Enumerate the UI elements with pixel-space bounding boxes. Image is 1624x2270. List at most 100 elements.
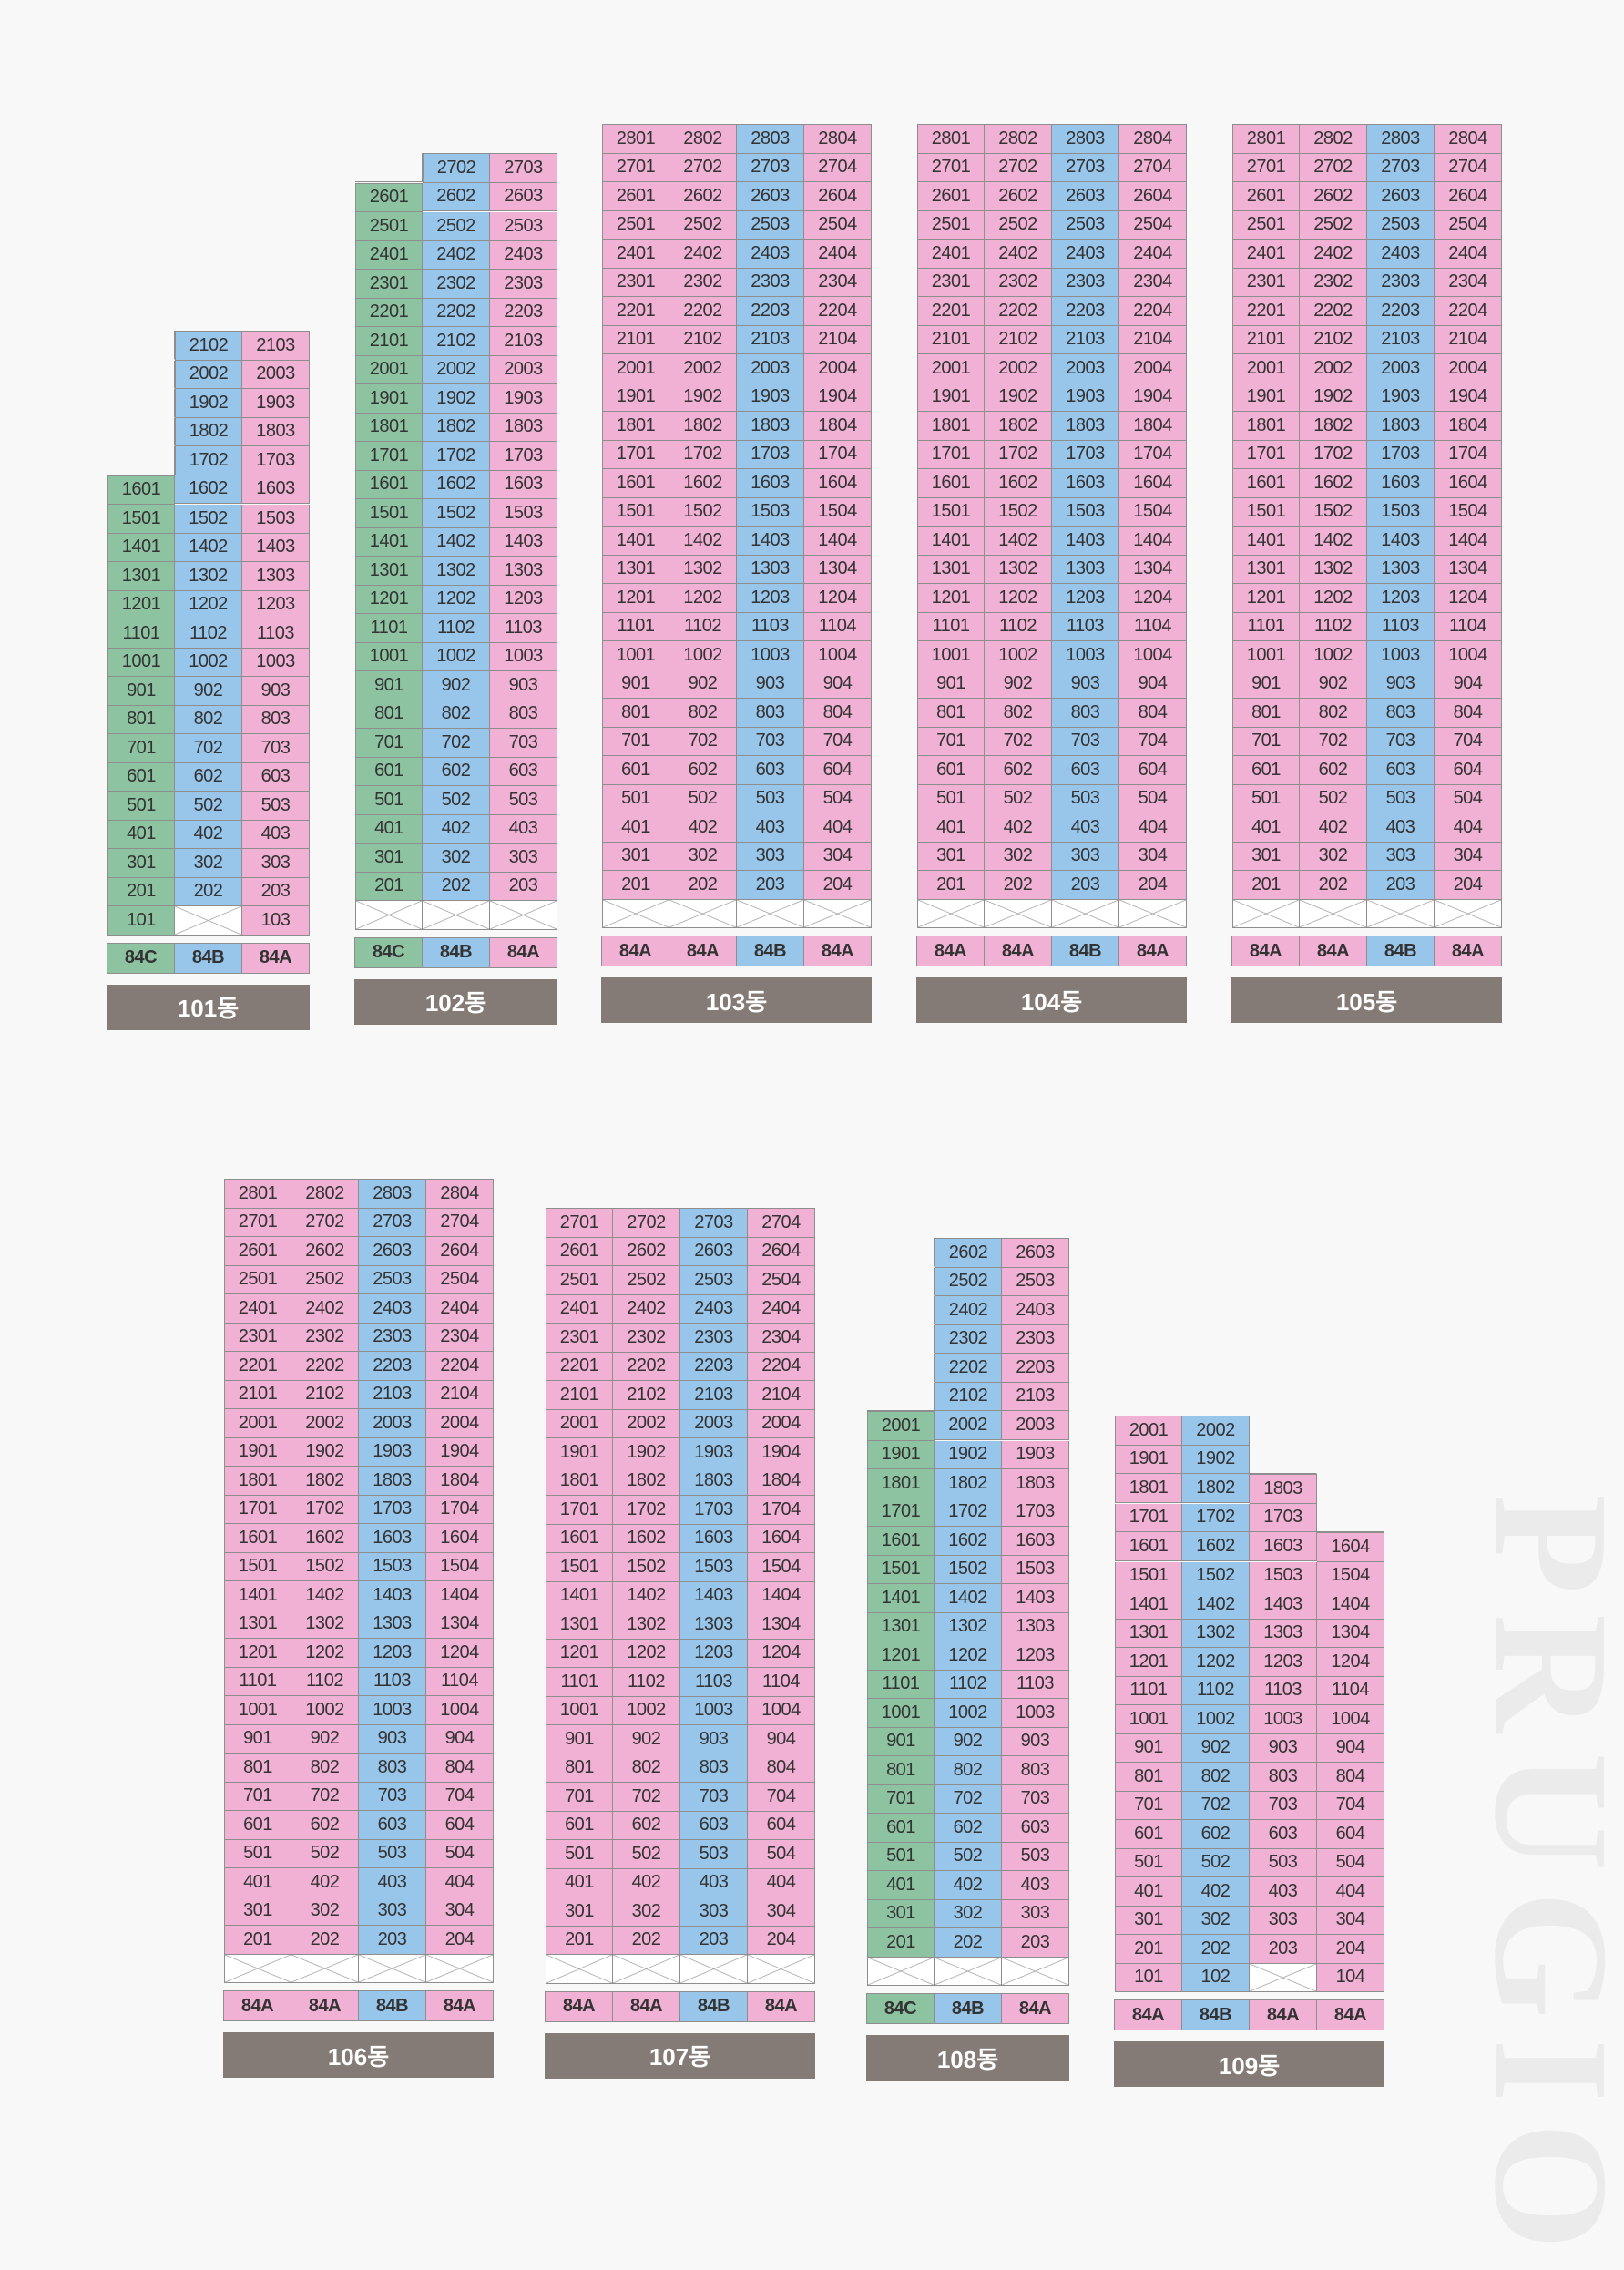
unit-cell: 1602 bbox=[935, 1527, 1002, 1556]
unit-cell: 104 bbox=[1317, 1963, 1384, 1992]
unit-cell: 1802 bbox=[669, 412, 737, 441]
unit-cell: 202 bbox=[613, 1926, 680, 1955]
unit-cell: 2002 bbox=[613, 1409, 680, 1438]
unit-cell: 2603 bbox=[1002, 1238, 1069, 1268]
unit-cell: 1201 bbox=[546, 1639, 613, 1668]
unit-cell: 1101 bbox=[917, 612, 985, 641]
unit-cell: 303 bbox=[1367, 842, 1435, 871]
unit-cell: 2302 bbox=[291, 1323, 359, 1352]
unit-cell: 1404 bbox=[748, 1581, 815, 1610]
unit-cell: 2202 bbox=[985, 297, 1052, 326]
unit-cell: 2402 bbox=[423, 240, 490, 270]
unit-cell: 1101 bbox=[224, 1667, 291, 1696]
unit-cell: 1103 bbox=[1250, 1676, 1317, 1705]
unit-cell: 603 bbox=[1002, 1814, 1069, 1843]
unit-cell: 1602 bbox=[291, 1524, 359, 1553]
unit-cell: 303 bbox=[680, 1897, 748, 1927]
unit-cell: 502 bbox=[669, 784, 737, 813]
unit-cell: 1902 bbox=[423, 384, 490, 414]
unit-cell: 2402 bbox=[985, 240, 1052, 269]
no-unit bbox=[867, 1324, 935, 1354]
unit-cell: 2802 bbox=[985, 124, 1052, 154]
unit-cell: 1002 bbox=[985, 641, 1052, 670]
empty-unit bbox=[737, 899, 804, 928]
unit-cell: 504 bbox=[804, 784, 872, 813]
unit-cell: 601 bbox=[355, 757, 423, 786]
unit-cell: 401 bbox=[224, 1868, 291, 1897]
unit-cell: 2403 bbox=[1002, 1296, 1069, 1325]
unit-cell: 1402 bbox=[613, 1581, 680, 1610]
empty-unit bbox=[1367, 899, 1435, 928]
unit-cell: 1101 bbox=[1232, 612, 1300, 641]
unit-cell: 1903 bbox=[1367, 383, 1435, 412]
unit-grid: 2702 2703 2601 2602 2603 2501 2502 2503 2401 2402… bbox=[354, 152, 557, 930]
unit-cell: 802 bbox=[423, 700, 490, 729]
unit-cell: 2402 bbox=[1300, 240, 1367, 269]
unit-type-badge: 84B bbox=[680, 1991, 748, 2022]
unit-cell: 1003 bbox=[1052, 641, 1119, 670]
unit-type-badge: 84A bbox=[985, 936, 1052, 966]
empty-unit bbox=[291, 1954, 359, 1983]
unit-cell: 1404 bbox=[1317, 1590, 1384, 1620]
unit-cell: 1001 bbox=[546, 1696, 613, 1725]
unit-cell: 2501 bbox=[224, 1265, 291, 1294]
unit-cell: 1301 bbox=[602, 555, 669, 584]
unit-cell: 2702 bbox=[291, 1208, 359, 1237]
unit-cell: 2602 bbox=[423, 182, 490, 211]
unit-cell: 302 bbox=[669, 842, 737, 871]
unit-cell: 904 bbox=[804, 670, 872, 699]
unit-cell: 2203 bbox=[490, 298, 557, 327]
unit-cell: 1902 bbox=[669, 383, 737, 412]
unit-cell: 1001 bbox=[224, 1696, 291, 1725]
unit-type-badge: 84A bbox=[1115, 2000, 1182, 2030]
unit-grid: 2602 2603 2502 2503 2402 2403 2302 2303 2202 2203… bbox=[866, 1237, 1069, 1986]
unit-cell: 2301 bbox=[917, 268, 985, 297]
unit-cell: 2803 bbox=[1367, 124, 1435, 154]
unit-cell: 2001 bbox=[867, 1411, 935, 1441]
unit-cell: 1203 bbox=[490, 585, 557, 614]
unit-cell: 503 bbox=[1250, 1848, 1317, 1877]
unit-cell: 1603 bbox=[1367, 469, 1435, 498]
unit-cell: 503 bbox=[680, 1840, 748, 1869]
unit-cell: 2502 bbox=[669, 210, 737, 240]
unit-cell: 1801 bbox=[1115, 1474, 1182, 1503]
unit-cell: 701 bbox=[867, 1784, 935, 1814]
unit-cell: 1502 bbox=[935, 1555, 1002, 1584]
unit-cell: 1701 bbox=[546, 1496, 613, 1525]
unit-cell: 2203 bbox=[1002, 1354, 1069, 1383]
unit-cell: 1902 bbox=[1300, 383, 1367, 412]
unit-type-legend: 84A 84A 84B 84A bbox=[545, 1990, 815, 2022]
unit-cell: 2704 bbox=[804, 153, 872, 182]
unit-cell: 701 bbox=[546, 1783, 613, 1812]
unit-cell: 1602 bbox=[1300, 469, 1367, 498]
unit-cell: 703 bbox=[1250, 1791, 1317, 1820]
unit-cell: 803 bbox=[242, 705, 310, 734]
unit-cell: 2804 bbox=[804, 124, 872, 154]
unit-cell: 402 bbox=[613, 1868, 680, 1897]
unit-cell: 1301 bbox=[546, 1610, 613, 1640]
unit-type-badge: 84A bbox=[224, 1991, 291, 2021]
unit-cell: 1103 bbox=[1367, 612, 1435, 641]
unit-cell: 2102 bbox=[613, 1381, 680, 1410]
unit-cell: 1203 bbox=[680, 1639, 748, 1668]
unit-grid: 2102 2103 2002 2003 1902 1903 1802 1803 1702 1703… bbox=[107, 330, 310, 936]
unit-cell: 303 bbox=[1250, 1906, 1317, 1935]
unit-cell: 502 bbox=[613, 1840, 680, 1869]
unit-cell: 1601 bbox=[546, 1524, 613, 1553]
unit-cell: 503 bbox=[359, 1839, 426, 1868]
unit-cell: 1401 bbox=[107, 533, 175, 562]
unit-cell: 504 bbox=[1119, 784, 1187, 813]
unit-cell: 2403 bbox=[737, 240, 804, 269]
unit-cell: 1201 bbox=[1232, 584, 1300, 613]
unit-cell: 2503 bbox=[1367, 210, 1435, 240]
unit-cell: 1503 bbox=[1250, 1561, 1317, 1590]
unit-cell: 2403 bbox=[359, 1294, 426, 1324]
unit-cell: 1903 bbox=[242, 389, 310, 418]
unit-cell: 301 bbox=[602, 842, 669, 871]
unit-cell: 803 bbox=[490, 700, 557, 729]
unit-cell: 1602 bbox=[423, 470, 490, 499]
unit-cell: 1101 bbox=[602, 612, 669, 641]
unit-cell: 1504 bbox=[426, 1552, 494, 1581]
unit-cell: 802 bbox=[669, 699, 737, 728]
unit-cell: 1904 bbox=[1119, 383, 1187, 412]
